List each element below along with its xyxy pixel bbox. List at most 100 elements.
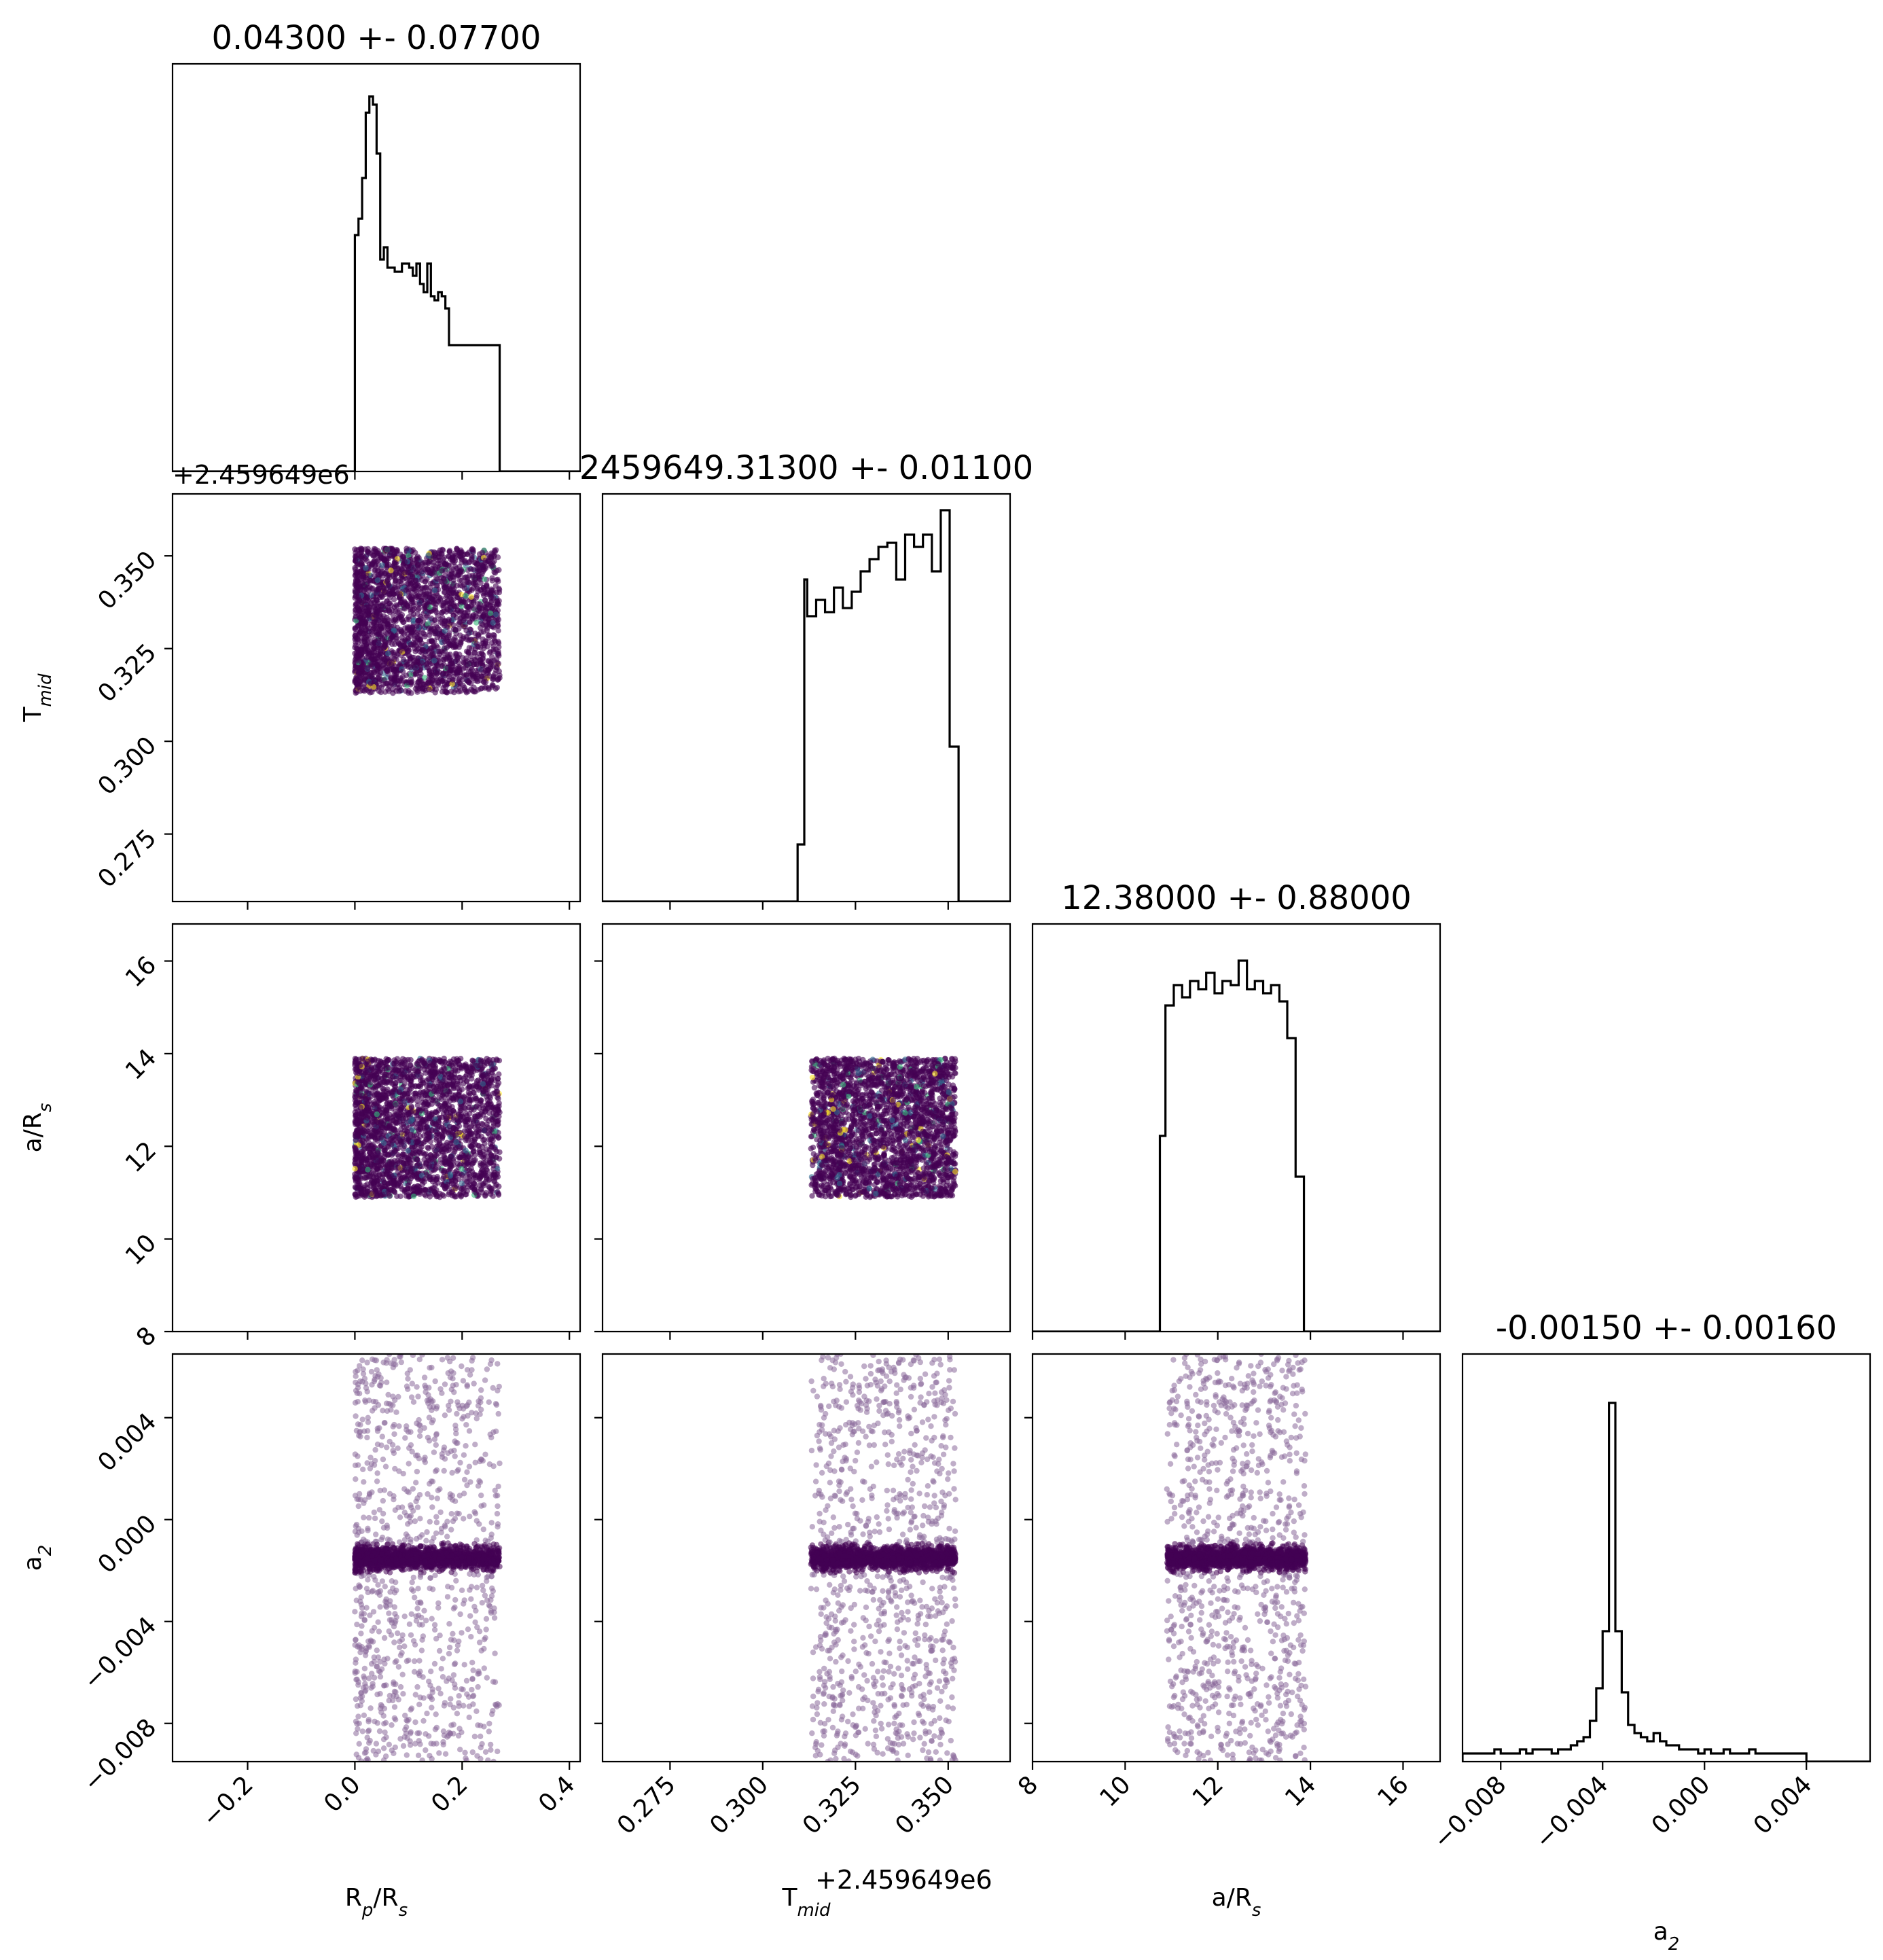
scatter-point xyxy=(472,657,478,664)
scatter-point xyxy=(468,594,474,600)
scatter-point xyxy=(461,624,467,630)
scatter-point xyxy=(471,1068,477,1075)
scatter-point xyxy=(392,559,398,565)
scatter-point xyxy=(485,1058,491,1065)
scatter-point xyxy=(374,609,381,615)
scatter-point xyxy=(385,556,391,562)
scatter-point xyxy=(438,1131,445,1137)
scatter-point xyxy=(395,613,401,619)
scatter-point xyxy=(405,1139,412,1145)
scatter-point xyxy=(468,637,475,643)
scatter-point xyxy=(473,641,480,647)
scatter-point xyxy=(361,598,367,605)
scatter-point xyxy=(447,671,453,677)
scatter-point xyxy=(439,1167,445,1174)
scatter-point xyxy=(406,688,412,694)
panel-title-rp: 0.04300 +- 0.07700 xyxy=(211,19,541,57)
scatter-point xyxy=(421,1061,427,1067)
scatter-point xyxy=(450,667,456,673)
scatter-point xyxy=(456,549,463,556)
scatter-point xyxy=(426,569,433,575)
scatter-point xyxy=(440,671,446,677)
scatter-point xyxy=(481,576,488,582)
scatter-point xyxy=(444,681,450,688)
scatter-point xyxy=(394,1193,400,1200)
scatter-point xyxy=(384,1086,391,1092)
scatter-point xyxy=(369,561,375,567)
scatter-point xyxy=(388,567,394,573)
scatter-point xyxy=(396,684,403,690)
scatter-point xyxy=(491,558,497,564)
scatter-point xyxy=(445,1143,451,1150)
scatter-point xyxy=(409,1126,416,1133)
scatter-point xyxy=(388,631,394,637)
scatter-point xyxy=(377,614,383,620)
scatter-point xyxy=(495,576,501,583)
scatter-point xyxy=(423,1124,429,1130)
scatter-point xyxy=(405,569,411,575)
scatter-point xyxy=(447,652,453,658)
scatter-point xyxy=(478,562,484,568)
scatter-point xyxy=(488,563,495,569)
scatter-point xyxy=(446,641,452,647)
scatter-point xyxy=(397,648,403,654)
histogram-tmid xyxy=(603,509,1010,902)
scatter-point xyxy=(450,1144,456,1150)
scatter-point xyxy=(497,672,503,679)
scatter-point xyxy=(409,654,415,660)
scatter-point xyxy=(358,1112,364,1118)
scatter-point xyxy=(489,605,496,612)
scatter-point xyxy=(413,569,419,576)
scatter-point xyxy=(429,639,435,645)
scatter-point xyxy=(353,1145,359,1152)
scatter-point xyxy=(422,652,429,658)
scatter-point xyxy=(361,635,367,641)
scatter-point xyxy=(468,1107,474,1113)
scatter-point xyxy=(439,568,446,574)
scatter-point xyxy=(382,634,388,641)
scatter-point xyxy=(405,636,411,642)
scatter-point xyxy=(380,573,386,579)
scatter-point xyxy=(445,618,451,624)
scatter-point xyxy=(365,665,371,671)
scatter-point xyxy=(358,620,365,626)
scatter-point xyxy=(432,1063,439,1069)
scatter-point xyxy=(368,601,374,607)
scatter-point xyxy=(380,1120,387,1127)
scatter-point xyxy=(469,1137,475,1144)
scatter-point xyxy=(406,1194,412,1200)
scatter-point xyxy=(484,592,490,598)
scatter-point xyxy=(411,603,417,609)
scatter-point xyxy=(475,607,481,613)
scatter-point xyxy=(483,1116,489,1122)
scatter-point xyxy=(406,647,412,654)
scatter-point xyxy=(409,1132,416,1139)
scatter-point xyxy=(456,1087,463,1094)
scatter-point xyxy=(478,624,484,631)
scatter-point xyxy=(427,1173,433,1179)
scatter-point xyxy=(495,1080,502,1086)
scatter-point xyxy=(446,563,452,569)
scatter-point xyxy=(353,555,359,562)
scatter-point xyxy=(446,548,453,554)
scatter-point xyxy=(472,630,478,637)
scatter-point xyxy=(398,575,404,581)
scatter-point xyxy=(393,1080,399,1087)
scatter-point xyxy=(353,1194,359,1200)
scatter-point xyxy=(355,646,361,652)
scatter-point xyxy=(429,1186,435,1192)
scatter-point xyxy=(481,1163,487,1169)
scatter-point xyxy=(482,607,488,613)
scatter-point xyxy=(467,1176,473,1182)
scatter-point xyxy=(482,679,489,685)
scatter-point xyxy=(424,664,431,671)
scatter-point xyxy=(385,572,391,579)
scatter-point xyxy=(491,569,497,575)
scatter-point xyxy=(447,575,454,582)
scatter-point xyxy=(471,649,478,656)
scatter-point xyxy=(459,1180,465,1187)
scatter-point xyxy=(435,680,442,686)
scatter-point xyxy=(455,1082,462,1088)
scatter-point xyxy=(452,1194,458,1200)
scatter-point xyxy=(385,650,391,657)
